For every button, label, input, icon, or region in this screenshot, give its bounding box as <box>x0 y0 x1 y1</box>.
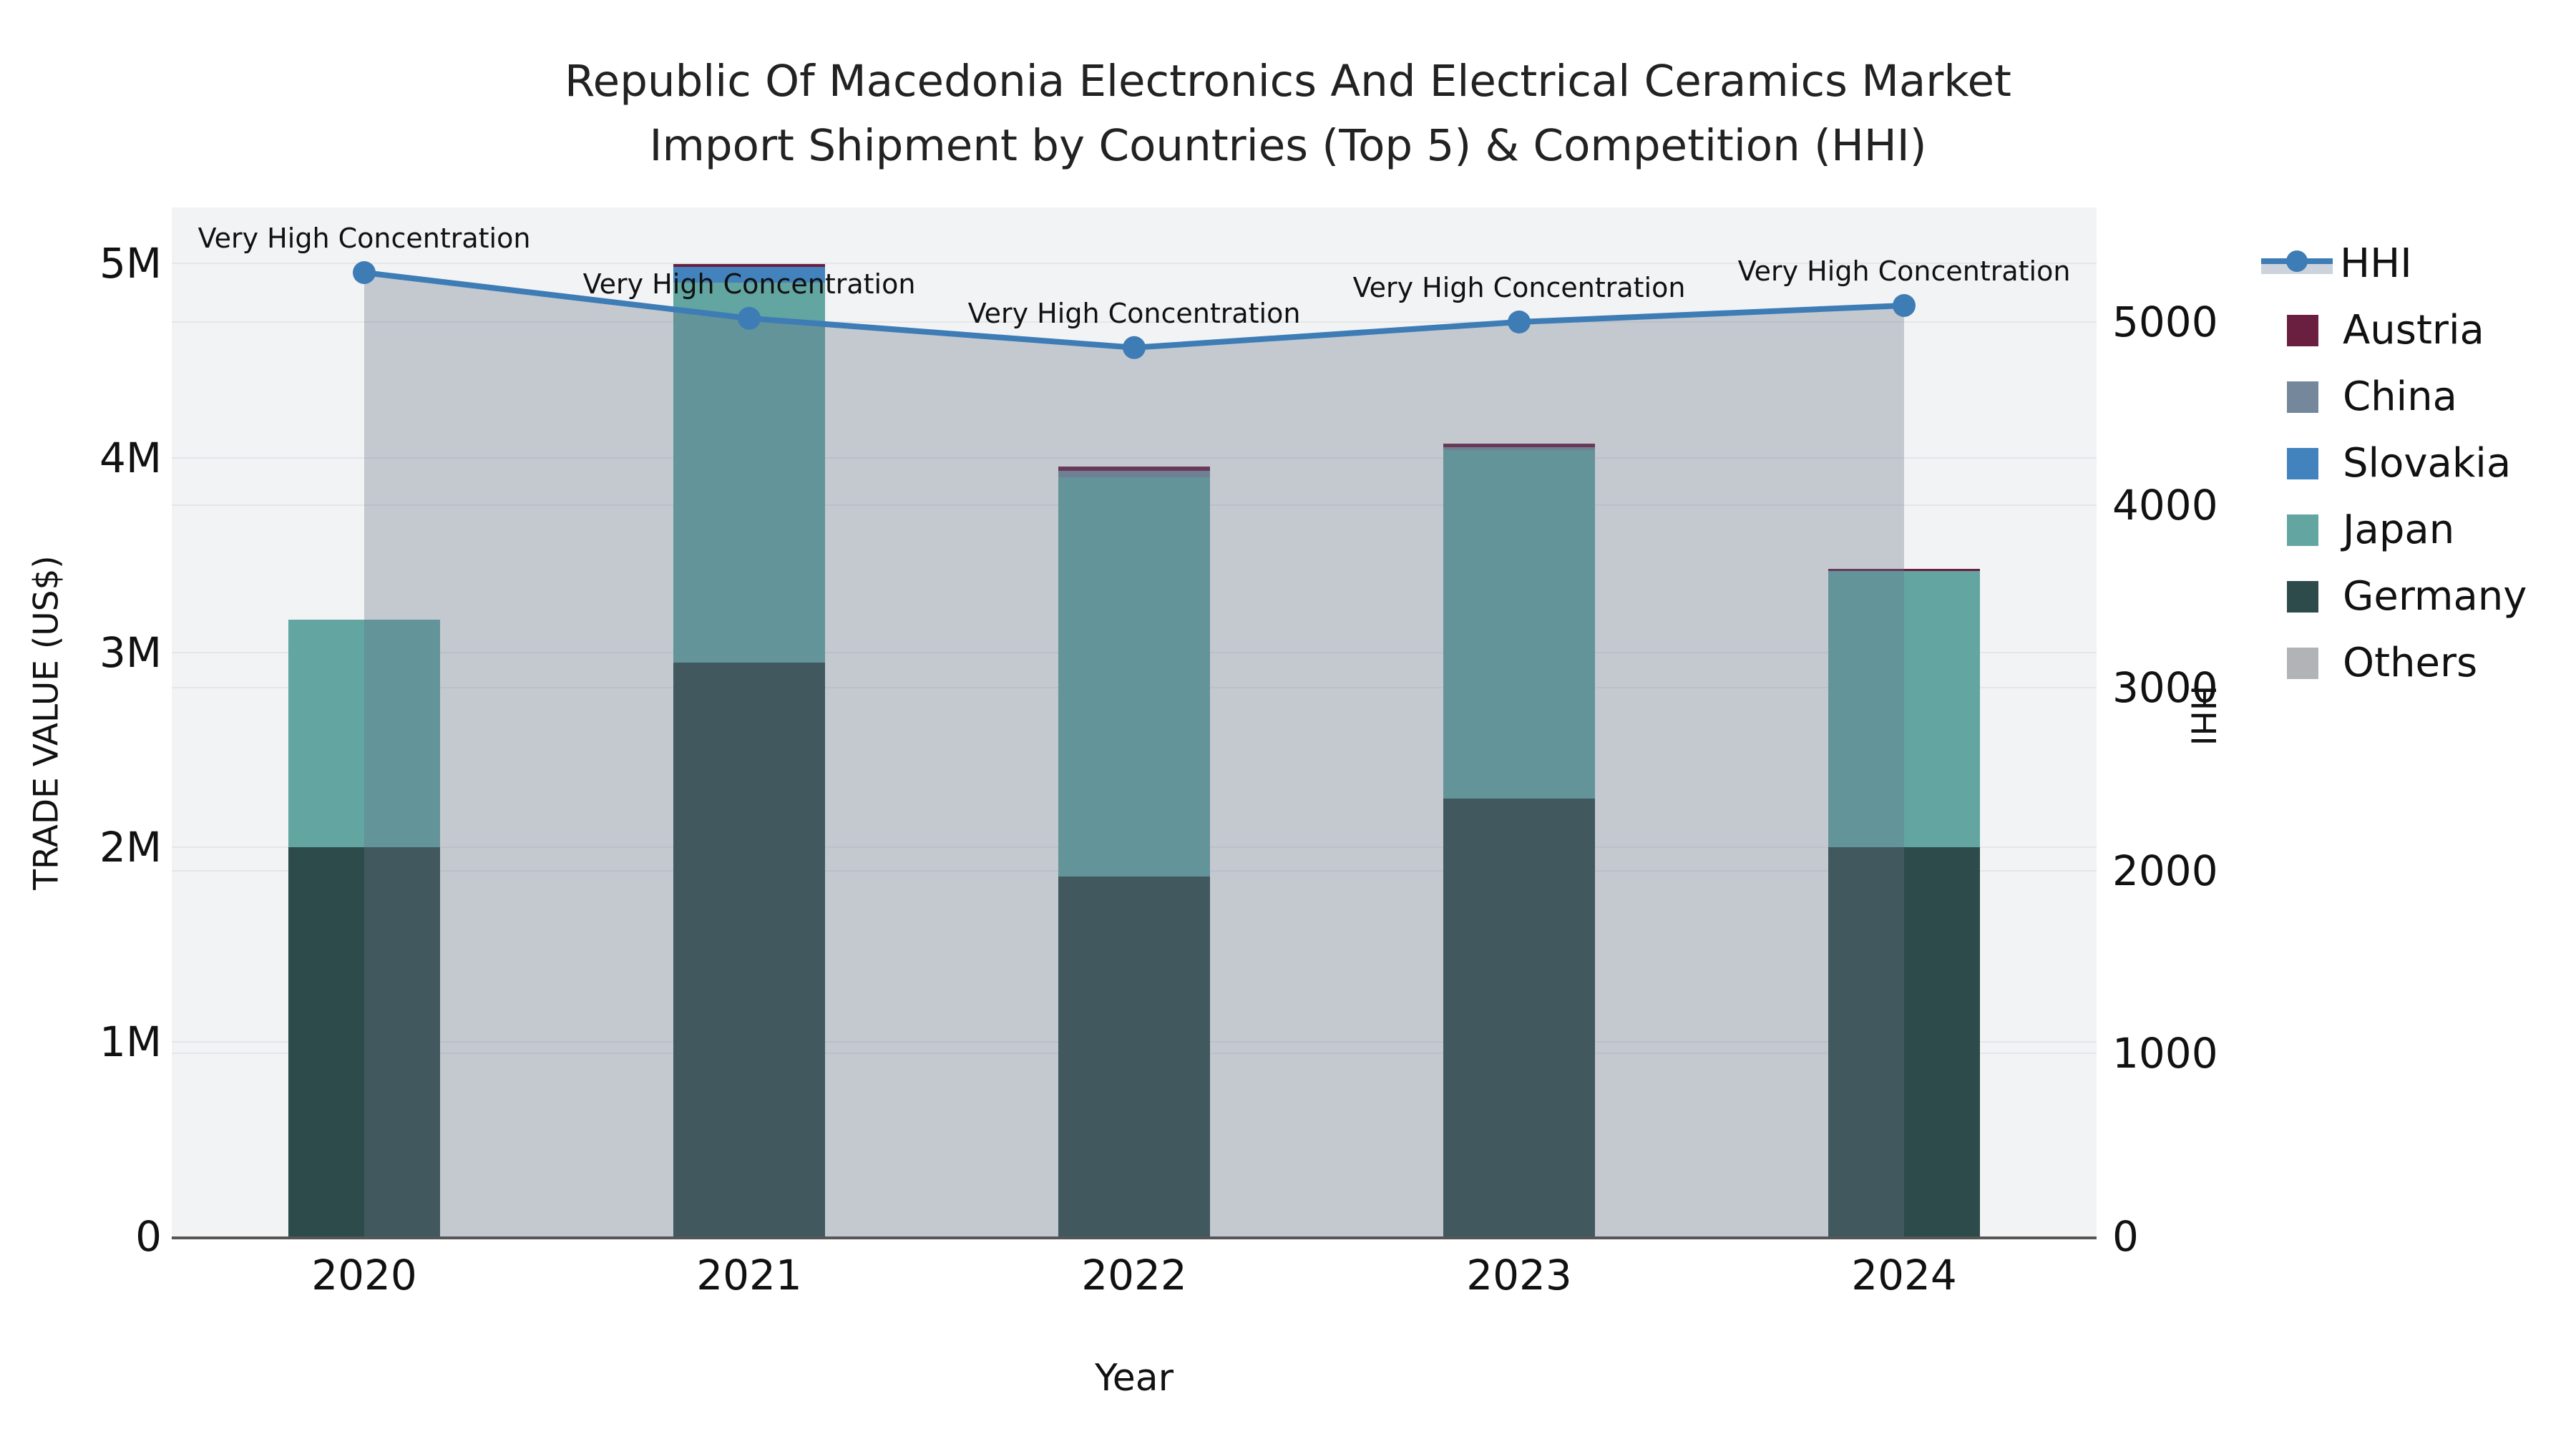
legend-label-china: China <box>2343 374 2457 420</box>
bar-segment-china-2022[interactable] <box>1058 470 1210 478</box>
bar-segment-germany-2022[interactable] <box>1058 876 1210 1236</box>
legend-label-germany: Germany <box>2343 573 2527 620</box>
legend-item-others[interactable]: Others <box>2261 630 2477 696</box>
gridline-right-axis <box>172 321 2097 323</box>
chart-title-line2: Import Shipment by Countries (Top 5) & C… <box>649 120 1927 171</box>
gridline-left-axis <box>172 457 2097 459</box>
bar-segment-germany-2023[interactable] <box>1443 799 1595 1236</box>
bar-segment-austria-2022[interactable] <box>1058 467 1210 471</box>
legend-swatch-japan <box>2287 514 2318 546</box>
x-tick-2024: 2024 <box>1851 1251 1957 1299</box>
annotation-2023: Very High Concentration <box>1352 272 1686 303</box>
bar-segment-germany-2020[interactable] <box>288 847 440 1236</box>
legend-swatch-others <box>2287 647 2318 679</box>
y-left-tick-2M: 2M <box>99 823 162 872</box>
x-tick-2020: 2020 <box>311 1251 417 1299</box>
y-right-tick-5000: 5000 <box>2112 298 2218 346</box>
y-right-tick-1000: 1000 <box>2112 1029 2218 1078</box>
x-tick-2021: 2021 <box>696 1251 802 1299</box>
y-right-tick-2000: 2000 <box>2112 846 2218 895</box>
bars-layer <box>172 208 2097 1236</box>
legend-item-china[interactable]: China <box>2261 364 2457 430</box>
y-right-axis-title: HHI <box>2182 685 2223 746</box>
bar-segment-austria-2021[interactable] <box>673 264 825 268</box>
bar-segment-austria-2024[interactable] <box>1828 569 1980 571</box>
y-right-tick-4000: 4000 <box>2112 480 2218 530</box>
y-left-tick-5M: 5M <box>99 239 162 288</box>
hhi-overlay <box>353 260 1916 1236</box>
bar-segment-japan-2021[interactable] <box>673 283 825 663</box>
legend-item-hhi[interactable]: HHI <box>2261 230 2412 297</box>
hhi-line-legend-swatch <box>2261 250 2333 276</box>
gridline-left-axis <box>172 263 2097 264</box>
bar-segment-japan-2020[interactable] <box>288 619 440 847</box>
bar-segment-japan-2023[interactable] <box>1443 450 1595 799</box>
y-left-tick-1M: 1M <box>99 1018 162 1066</box>
annotations-layer: Very High Concentration Very High Concent… <box>172 208 2097 1236</box>
legend-label-others: Others <box>2343 640 2478 686</box>
hhi-marker-2023[interactable] <box>1508 311 1531 333</box>
legend-label-japan: Japan <box>2343 507 2455 553</box>
legend-item-austria[interactable]: Austria <box>2261 297 2484 364</box>
y-left-axis-title: TRADE VALUE (US$) <box>26 555 67 890</box>
annotation-2024: Very High Concentration <box>1737 255 2071 287</box>
hhi-marker-2022[interactable] <box>1123 336 1146 359</box>
legend-swatch-china <box>2287 381 2318 413</box>
bar-segment-japan-2024[interactable] <box>1828 570 1980 847</box>
annotation-2021: Very High Concentration <box>582 268 916 300</box>
legend-swatch-germany <box>2287 580 2318 613</box>
bar-segment-germany-2024[interactable] <box>1828 847 1980 1236</box>
hhi-marker-2020[interactable] <box>353 260 376 284</box>
legend-item-japan[interactable]: Japan <box>2261 497 2454 563</box>
legend-swatch-austria <box>2287 314 2318 346</box>
hhi-marker-2021[interactable] <box>738 306 761 330</box>
legend-item-slovakia[interactable]: Slovakia <box>2261 430 2511 497</box>
legend-item-germany[interactable]: Germany <box>2261 563 2527 630</box>
x-tick-2023: 2023 <box>1466 1251 1572 1299</box>
legend-label-slovakia: Slovakia <box>2343 440 2512 487</box>
chart-title-line1: Republic Of Macedonia Electronics And El… <box>565 56 2011 107</box>
legend-swatch-slovakia <box>2287 447 2318 479</box>
annotation-2020: Very High Concentration <box>197 222 531 254</box>
y-left-tick-0: 0 <box>135 1212 162 1261</box>
plot-area: Very High Concentration Very High Concent… <box>172 208 2097 1239</box>
y-left-tick-3M: 3M <box>99 628 162 677</box>
hhi-area-fill <box>364 273 1904 1236</box>
y-right-tick-3000: 3000 <box>2112 663 2218 713</box>
annotation-2022: Very High Concentration <box>967 297 1301 329</box>
bar-segment-japan-2022[interactable] <box>1058 477 1210 877</box>
legend-label-austria: Austria <box>2343 307 2484 353</box>
legend-label-hhi: HHI <box>2340 240 2412 287</box>
bar-segment-germany-2021[interactable] <box>673 662 825 1236</box>
bar-segment-china-2023[interactable] <box>1443 447 1595 451</box>
x-axis-title: Year <box>1094 1357 1174 1400</box>
bar-segment-slovakia-2021[interactable] <box>673 267 825 283</box>
y-right-tick-0: 0 <box>2112 1212 2139 1261</box>
y-left-tick-4M: 4M <box>99 434 162 482</box>
hhi-marker-2024[interactable] <box>1893 293 1916 317</box>
x-tick-2022: 2022 <box>1081 1251 1187 1299</box>
bar-segment-austria-2023[interactable] <box>1443 443 1595 448</box>
